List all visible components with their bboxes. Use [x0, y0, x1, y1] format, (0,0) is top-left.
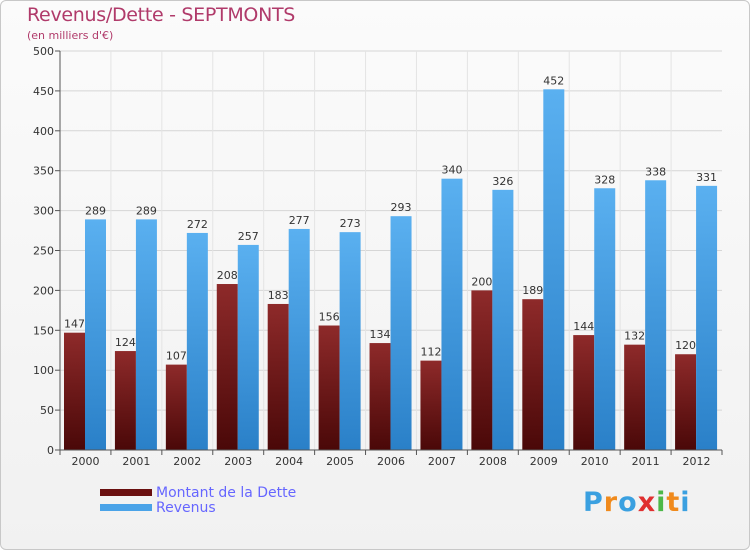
data-label-montant-de-la-dette-2001: 124	[115, 336, 136, 349]
logo-letter: i	[680, 487, 691, 518]
data-label-revenus-2008: 326	[492, 175, 513, 188]
bar-montant-de-la-dette-2012	[675, 354, 697, 450]
bar-revenus-2012	[696, 185, 718, 450]
chart-title: Revenus/Dette - SEPTMONTS	[27, 4, 296, 26]
logo-letter: o	[618, 487, 638, 518]
data-label-montant-de-la-dette-2012: 120	[675, 339, 696, 352]
legend-swatch-revenus	[100, 504, 152, 511]
bar-montant-de-la-dette-2010	[573, 335, 595, 450]
y-tick-label: 450	[33, 85, 54, 98]
bar-revenus-2004	[288, 228, 310, 450]
bar-revenus-2005	[339, 232, 361, 450]
bar-revenus-2008	[492, 189, 514, 451]
bar-montant-de-la-dette-2003	[216, 284, 238, 450]
x-tick-label-2001: 2001	[122, 455, 150, 468]
data-label-montant-de-la-dette-2006: 134	[370, 328, 391, 341]
bar-montant-de-la-dette-2004	[267, 303, 289, 450]
data-label-revenus-2001: 289	[136, 204, 157, 217]
y-tick-label: 500	[33, 45, 54, 58]
data-label-montant-de-la-dette-2010: 144	[573, 320, 594, 333]
bar-montant-de-la-dette-2001	[114, 351, 136, 450]
y-tick-label: 250	[33, 245, 54, 258]
data-label-montant-de-la-dette-2009: 189	[522, 284, 543, 297]
logo-letter: r	[603, 487, 619, 518]
bar-revenus-2000	[85, 219, 106, 450]
x-tick-label-2005: 2005	[326, 455, 354, 468]
bar-revenus-2006	[390, 216, 412, 450]
data-label-revenus-2000: 289	[85, 204, 106, 217]
legend-label-revenus: Revenus	[156, 500, 216, 516]
bar-revenus-2007	[441, 178, 463, 450]
y-tick-label: 350	[33, 165, 54, 178]
bar-revenus-2011	[645, 180, 667, 450]
y-tick-label: 200	[33, 284, 54, 297]
x-tick-label-2011: 2011	[632, 455, 660, 468]
bar-montant-de-la-dette-2011	[624, 344, 646, 450]
y-tick-label: 100	[33, 364, 54, 377]
data-label-montant-de-la-dette-2008: 200	[471, 275, 492, 288]
x-tick-label-2000: 2000	[71, 455, 99, 468]
bar-montant-de-la-dette-2006	[369, 343, 391, 450]
data-label-revenus-2004: 277	[289, 214, 310, 227]
y-tick-label: 150	[33, 324, 54, 337]
data-label-revenus-2011: 338	[645, 165, 666, 178]
x-tick-label-2006: 2006	[377, 455, 405, 468]
data-label-montant-de-la-dette-2003: 208	[217, 269, 238, 282]
data-label-revenus-2005: 273	[340, 217, 361, 230]
y-tick-label: 300	[33, 205, 54, 218]
y-tick-label: 50	[40, 404, 54, 417]
bar-revenus-2001	[135, 219, 157, 450]
y-tick-label: 0	[47, 444, 54, 457]
x-tick-label-2012: 2012	[683, 455, 711, 468]
x-tick-label-2007: 2007	[428, 455, 456, 468]
legend-label-debt: Montant de la Dette	[156, 485, 297, 501]
data-label-revenus-2003: 257	[238, 230, 259, 243]
data-label-montant-de-la-dette-2004: 183	[268, 289, 289, 302]
logo-letter: P	[583, 487, 604, 518]
data-label-revenus-2012: 331	[696, 171, 717, 184]
data-label-revenus-2009: 452	[543, 74, 564, 87]
chart-subtitle: (en milliers d'€)	[27, 29, 114, 42]
data-label-revenus-2010: 328	[594, 173, 615, 186]
data-label-montant-de-la-dette-2011: 132	[624, 330, 645, 343]
bar-montant-de-la-dette-2000	[64, 332, 85, 450]
x-tick-label-2010: 2010	[581, 455, 609, 468]
bar-revenus-2002	[186, 232, 208, 450]
x-tick-label-2009: 2009	[530, 455, 558, 468]
bar-montant-de-la-dette-2009	[522, 299, 544, 450]
logo-letter: i	[656, 487, 667, 518]
logo-letter: x	[637, 487, 657, 518]
data-label-montant-de-la-dette-2005: 156	[319, 311, 340, 324]
legend-swatch-debt	[100, 489, 152, 496]
data-label-revenus-2006: 293	[391, 201, 412, 214]
x-tick-label-2004: 2004	[275, 455, 303, 468]
bar-montant-de-la-dette-2008	[471, 290, 493, 450]
data-label-revenus-2002: 272	[187, 218, 208, 231]
bar-revenus-2010	[594, 188, 616, 451]
data-label-montant-de-la-dette-2007: 112	[420, 346, 441, 359]
bar-montant-de-la-dette-2005	[318, 325, 340, 450]
data-label-montant-de-la-dette-2000: 147	[64, 318, 85, 331]
bar-revenus-2003	[237, 244, 259, 450]
x-tick-label-2008: 2008	[479, 455, 507, 468]
data-label-revenus-2007: 340	[441, 164, 462, 177]
proxiti-logo: Proxiti	[583, 487, 691, 518]
bar-montant-de-la-dette-2007	[420, 360, 442, 450]
x-tick-label-2003: 2003	[224, 455, 252, 468]
bar-montant-de-la-dette-2002	[165, 364, 187, 450]
y-tick-label: 400	[33, 125, 54, 138]
x-tick-label-2002: 2002	[173, 455, 201, 468]
bar-revenus-2009	[543, 89, 565, 450]
data-label-montant-de-la-dette-2002: 107	[166, 350, 187, 363]
logo-letter: t	[666, 487, 681, 518]
